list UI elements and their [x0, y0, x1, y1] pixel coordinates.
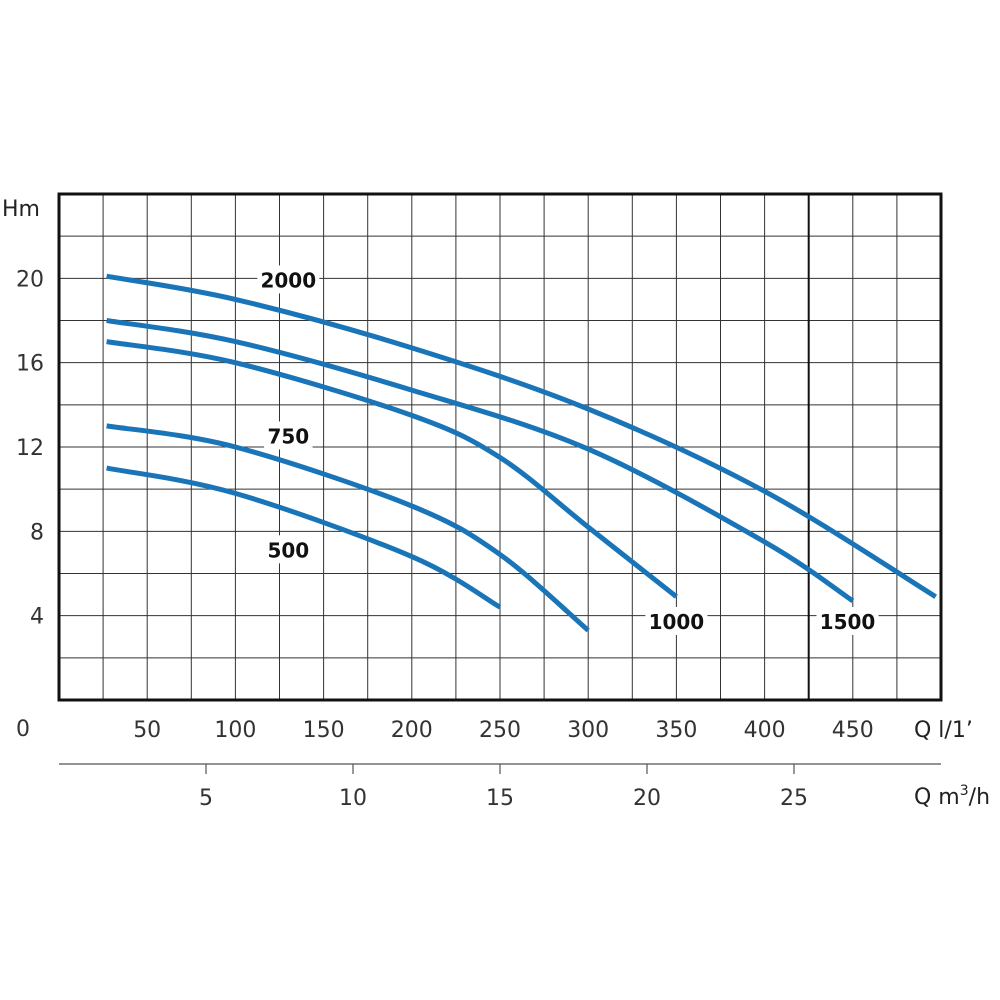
curve-label-1000: 1000	[649, 610, 705, 634]
curve-label-bg	[264, 535, 313, 564]
x-tick-label: 350	[655, 718, 697, 743]
x2-tick-label: 25	[780, 786, 808, 811]
x-tick-label: 100	[214, 718, 256, 743]
x2-tick-label: 5	[199, 786, 213, 811]
curve-label-bg	[816, 606, 879, 635]
y-axis-label: Hm	[2, 197, 40, 222]
curve-500	[106, 465, 502, 610]
curve-1500	[106, 318, 855, 603]
curve-label-500: 500	[267, 538, 309, 562]
y-axis-ticks: 0 4 8 12 16 20	[16, 267, 44, 742]
y-tick-label: 4	[30, 605, 44, 630]
y-tick-label: 12	[16, 436, 44, 461]
curve-1000	[106, 339, 678, 599]
x-tick-label: 450	[832, 718, 874, 743]
curve-label-bg	[257, 265, 320, 294]
x-axis-label-primary: Q l/1’	[914, 718, 973, 743]
x2-label-tail: /h	[969, 785, 990, 810]
x-axis-ticks: 50 100 150 200 250 300 350 400 450	[133, 718, 874, 743]
y-tick-label: 20	[16, 267, 44, 292]
curve-label-2000: 2000	[260, 268, 316, 292]
curve-2000	[106, 273, 938, 599]
curve-750	[106, 423, 590, 633]
x-tick-label: 200	[391, 718, 433, 743]
curve-label-750: 750	[267, 424, 309, 448]
y-tick-label: 0	[16, 717, 30, 742]
plot-frame	[57, 192, 943, 702]
x2-tick-label: 10	[339, 786, 367, 811]
x-tick-label: 250	[479, 718, 521, 743]
x2-label-main: Q m	[914, 785, 960, 810]
x2-tick-label: 15	[486, 786, 514, 811]
curve-label-bg	[645, 606, 708, 635]
y-tick-label: 16	[16, 352, 44, 377]
curve-labels: 2000 750 500 1000 1500	[257, 265, 879, 635]
x-tick-label: 300	[567, 718, 609, 743]
x-tick-label: 400	[744, 718, 786, 743]
y-tick-label: 8	[30, 520, 44, 545]
x-axis-label-secondary: Q m3/h	[914, 783, 990, 810]
x2-tick-label: 20	[633, 786, 661, 811]
curve-label-bg	[264, 421, 313, 450]
x2-label-sup: 3	[960, 783, 969, 799]
secondary-x-axis-ticks: 5 10 15 20 25	[199, 764, 808, 811]
x-tick-label: 150	[303, 718, 345, 743]
chart-curves	[106, 273, 938, 633]
x-tick-label: 50	[133, 718, 161, 743]
curve-label-1500: 1500	[820, 610, 876, 634]
